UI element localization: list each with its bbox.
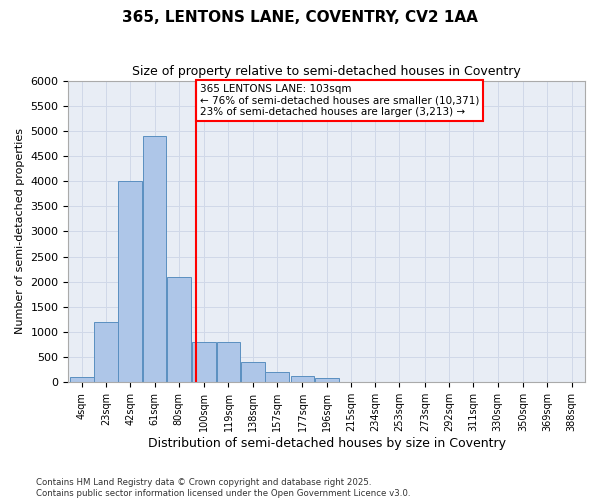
Text: 365, LENTONS LANE, COVENTRY, CV2 1AA: 365, LENTONS LANE, COVENTRY, CV2 1AA	[122, 10, 478, 25]
Title: Size of property relative to semi-detached houses in Coventry: Size of property relative to semi-detach…	[133, 65, 521, 78]
Bar	[265, 372, 289, 382]
Bar	[217, 342, 241, 382]
Bar	[118, 181, 142, 382]
Bar	[193, 342, 216, 382]
Bar	[94, 322, 118, 382]
Bar	[167, 276, 191, 382]
Bar	[241, 362, 265, 382]
Bar	[143, 136, 166, 382]
X-axis label: Distribution of semi-detached houses by size in Coventry: Distribution of semi-detached houses by …	[148, 437, 506, 450]
Bar	[70, 378, 94, 382]
Text: Contains HM Land Registry data © Crown copyright and database right 2025.
Contai: Contains HM Land Registry data © Crown c…	[36, 478, 410, 498]
Bar	[315, 378, 338, 382]
Bar	[290, 376, 314, 382]
Text: 365 LENTONS LANE: 103sqm
← 76% of semi-detached houses are smaller (10,371)
23% : 365 LENTONS LANE: 103sqm ← 76% of semi-d…	[200, 84, 479, 117]
Y-axis label: Number of semi-detached properties: Number of semi-detached properties	[15, 128, 25, 334]
